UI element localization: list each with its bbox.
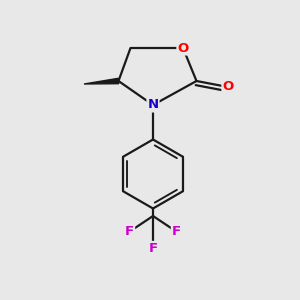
Polygon shape (84, 78, 119, 84)
Text: O: O (222, 80, 234, 94)
Text: F: F (148, 242, 158, 255)
Text: F: F (172, 225, 181, 238)
Text: F: F (125, 225, 134, 238)
Text: O: O (177, 41, 189, 55)
Text: N: N (147, 98, 159, 112)
